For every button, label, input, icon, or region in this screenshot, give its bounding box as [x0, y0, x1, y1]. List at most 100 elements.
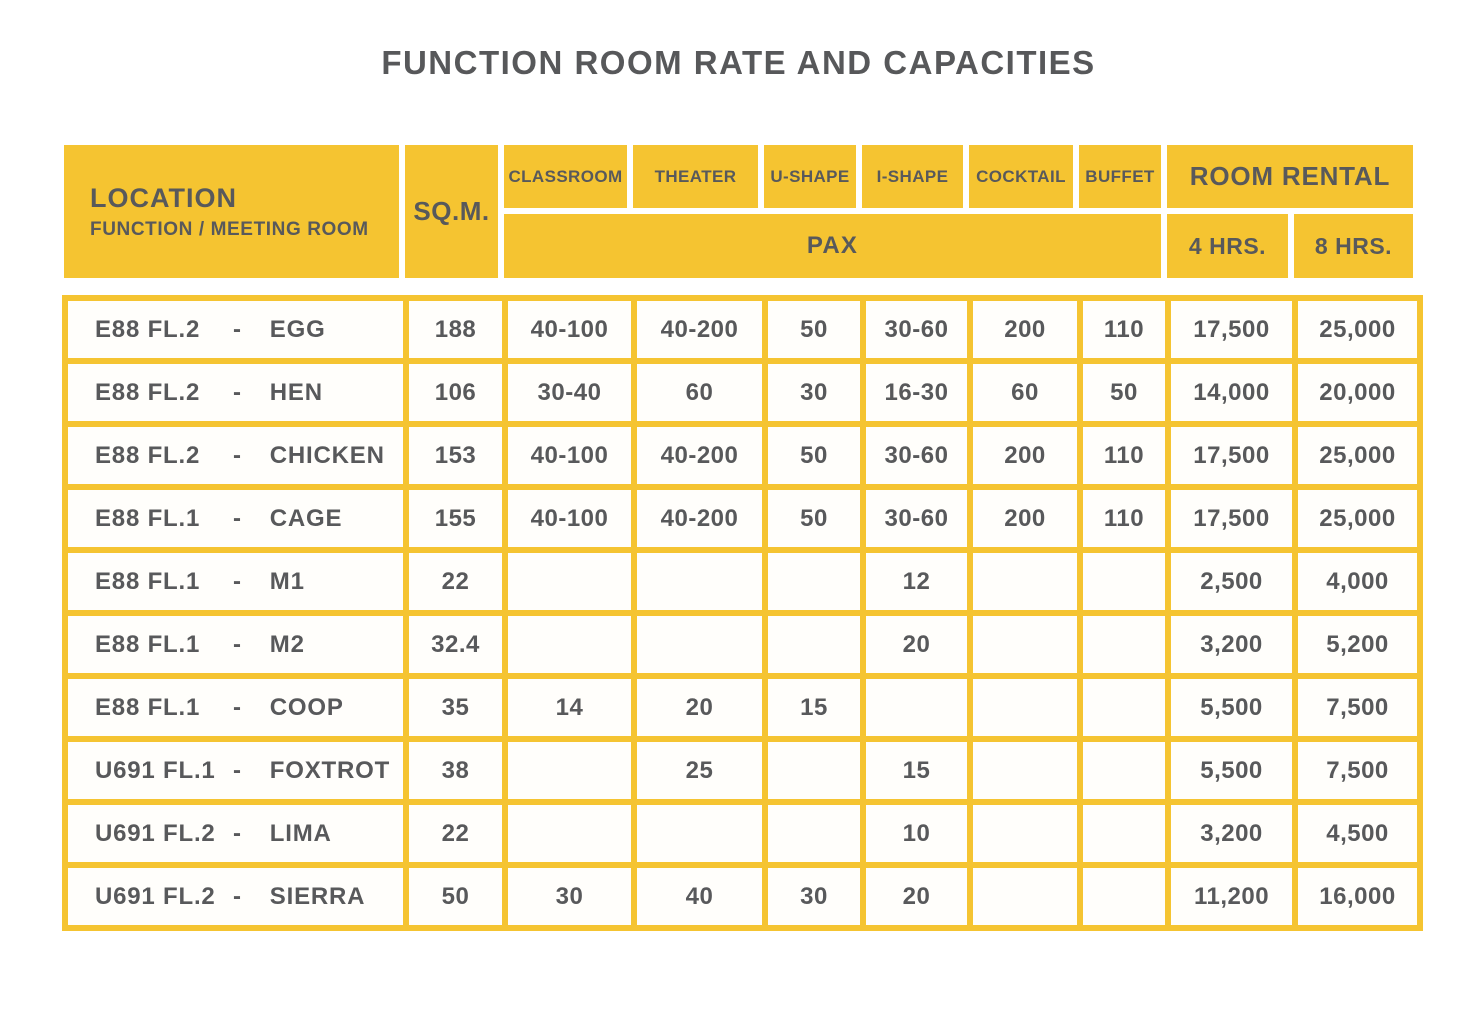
- rate-4hrs-cell: 11,200: [1171, 868, 1292, 925]
- i-shape-cell: 20: [866, 616, 967, 673]
- rate-4hrs-cell: 3,200: [1171, 616, 1292, 673]
- sqm-cell: 50: [409, 868, 502, 925]
- location-prefix: E88 FL.1: [95, 693, 201, 721]
- cocktail-cell: [973, 616, 1077, 673]
- rate-8hrs-cell: 7,500: [1298, 742, 1417, 799]
- u-shape-cell: [768, 742, 860, 799]
- header-u-shape: U-SHAPE: [764, 145, 856, 208]
- header-room-rental: ROOM RENTAL: [1167, 145, 1413, 208]
- rate-8hrs-cell: 5,200: [1298, 616, 1417, 673]
- cocktail-cell: [973, 868, 1077, 925]
- rate-8hrs-cell: 25,000: [1298, 490, 1417, 547]
- page-title: FUNCTION ROOM RATE AND CAPACITIES: [381, 44, 1096, 81]
- rate-8hrs-cell: 16,000: [1298, 868, 1417, 925]
- header-classroom: CLASSROOM: [504, 145, 627, 208]
- i-shape-cell: 12: [866, 553, 967, 610]
- location-prefix: E88 FL.1: [95, 504, 201, 532]
- header-pax: PAX: [504, 214, 1161, 278]
- u-shape-cell: 15: [768, 679, 860, 736]
- room-name: M1: [269, 567, 305, 595]
- sqm-cell: 22: [409, 805, 502, 862]
- sqm-cell: 32.4: [409, 616, 502, 673]
- i-shape-cell: 30-60: [866, 427, 967, 484]
- header-theater: THEATER: [633, 145, 758, 208]
- classroom-cell: [508, 742, 631, 799]
- buffet-cell: [1083, 805, 1165, 862]
- i-shape-cell: 20: [866, 868, 967, 925]
- rate-4hrs-cell: 17,500: [1171, 490, 1292, 547]
- classroom-cell: 40-100: [508, 490, 631, 547]
- location-dash: -: [233, 819, 242, 847]
- location-cell: E88 FL.1 - CAGE: [68, 490, 403, 547]
- room-name: CHICKEN: [269, 441, 385, 469]
- buffet-cell: 110: [1083, 427, 1165, 484]
- sqm-cell: 155: [409, 490, 502, 547]
- location-cell: E88 FL.1 - M1: [68, 553, 403, 610]
- location-dash: -: [233, 567, 242, 595]
- location-dash: -: [233, 882, 242, 910]
- sqm-cell: 106: [409, 364, 502, 421]
- buffet-cell: [1083, 616, 1165, 673]
- header-cocktail: COCKTAIL: [969, 145, 1073, 208]
- room-name: COOP: [269, 693, 344, 721]
- location-cell: U691 FL.2- SIERRA: [68, 868, 403, 925]
- header-sqm: SQ.M.: [405, 145, 498, 278]
- location-cell: E88 FL.2 - EGG: [68, 301, 403, 358]
- i-shape-cell: 30-60: [866, 490, 967, 547]
- cocktail-cell: [973, 679, 1077, 736]
- theater-cell: 25: [637, 742, 762, 799]
- classroom-cell: [508, 553, 631, 610]
- table-header: LOCATION FUNCTION / MEETING ROOM SQ.M. C…: [64, 145, 1413, 278]
- sqm-cell: 38: [409, 742, 502, 799]
- page: { "title": "FUNCTION ROOM RATE AND CAPAC…: [0, 44, 1477, 1034]
- i-shape-cell: [866, 679, 967, 736]
- theater-cell: [637, 805, 762, 862]
- sqm-cell: 153: [409, 427, 502, 484]
- location-dash: -: [233, 693, 242, 721]
- cocktail-cell: 60: [973, 364, 1077, 421]
- location-dash: -: [233, 378, 242, 406]
- header-location: LOCATION FUNCTION / MEETING ROOM: [64, 145, 399, 278]
- theater-cell: [637, 553, 762, 610]
- theater-cell: 20: [637, 679, 762, 736]
- cocktail-cell: [973, 553, 1077, 610]
- i-shape-cell: 30-60: [866, 301, 967, 358]
- header-location-sublabel: FUNCTION / MEETING ROOM: [90, 218, 369, 240]
- rate-8hrs-cell: 25,000: [1298, 301, 1417, 358]
- location-dash: -: [233, 504, 242, 532]
- table-container: LOCATION FUNCTION / MEETING ROOM SQ.M. C…: [62, 145, 1423, 931]
- sqm-cell: 188: [409, 301, 502, 358]
- rate-4hrs-cell: 5,500: [1171, 742, 1292, 799]
- u-shape-cell: 30: [768, 364, 860, 421]
- location-prefix: U691 FL.2: [95, 882, 216, 910]
- buffet-cell: [1083, 742, 1165, 799]
- theater-cell: 60: [637, 364, 762, 421]
- location-cell: E88 FL.2 - CHICKEN: [68, 427, 403, 484]
- location-prefix: E88 FL.2: [95, 378, 201, 406]
- header-4hrs: 4 HRS.: [1167, 214, 1288, 278]
- sqm-cell: 35: [409, 679, 502, 736]
- rate-8hrs-cell: 20,000: [1298, 364, 1417, 421]
- buffet-cell: [1083, 679, 1165, 736]
- theater-cell: 40-200: [637, 301, 762, 358]
- rate-8hrs-cell: 25,000: [1298, 427, 1417, 484]
- theater-cell: 40: [637, 868, 762, 925]
- room-name: HEN: [269, 378, 323, 406]
- location-prefix: U691 FL.2: [95, 819, 216, 847]
- classroom-cell: 40-100: [508, 427, 631, 484]
- classroom-cell: [508, 805, 631, 862]
- u-shape-cell: [768, 616, 860, 673]
- header-8hrs: 8 HRS.: [1294, 214, 1413, 278]
- cocktail-cell: 200: [973, 427, 1077, 484]
- location-dash: -: [233, 315, 242, 343]
- buffet-cell: [1083, 553, 1165, 610]
- room-name: FOXTROT: [269, 756, 391, 784]
- classroom-cell: 30-40: [508, 364, 631, 421]
- rate-8hrs-cell: 4,500: [1298, 805, 1417, 862]
- location-prefix: E88 FL.2: [95, 315, 201, 343]
- room-name: M2: [269, 630, 305, 658]
- location-cell: E88 FL.1 - M2: [68, 616, 403, 673]
- u-shape-cell: 50: [768, 301, 860, 358]
- u-shape-cell: [768, 553, 860, 610]
- rate-4hrs-cell: 3,200: [1171, 805, 1292, 862]
